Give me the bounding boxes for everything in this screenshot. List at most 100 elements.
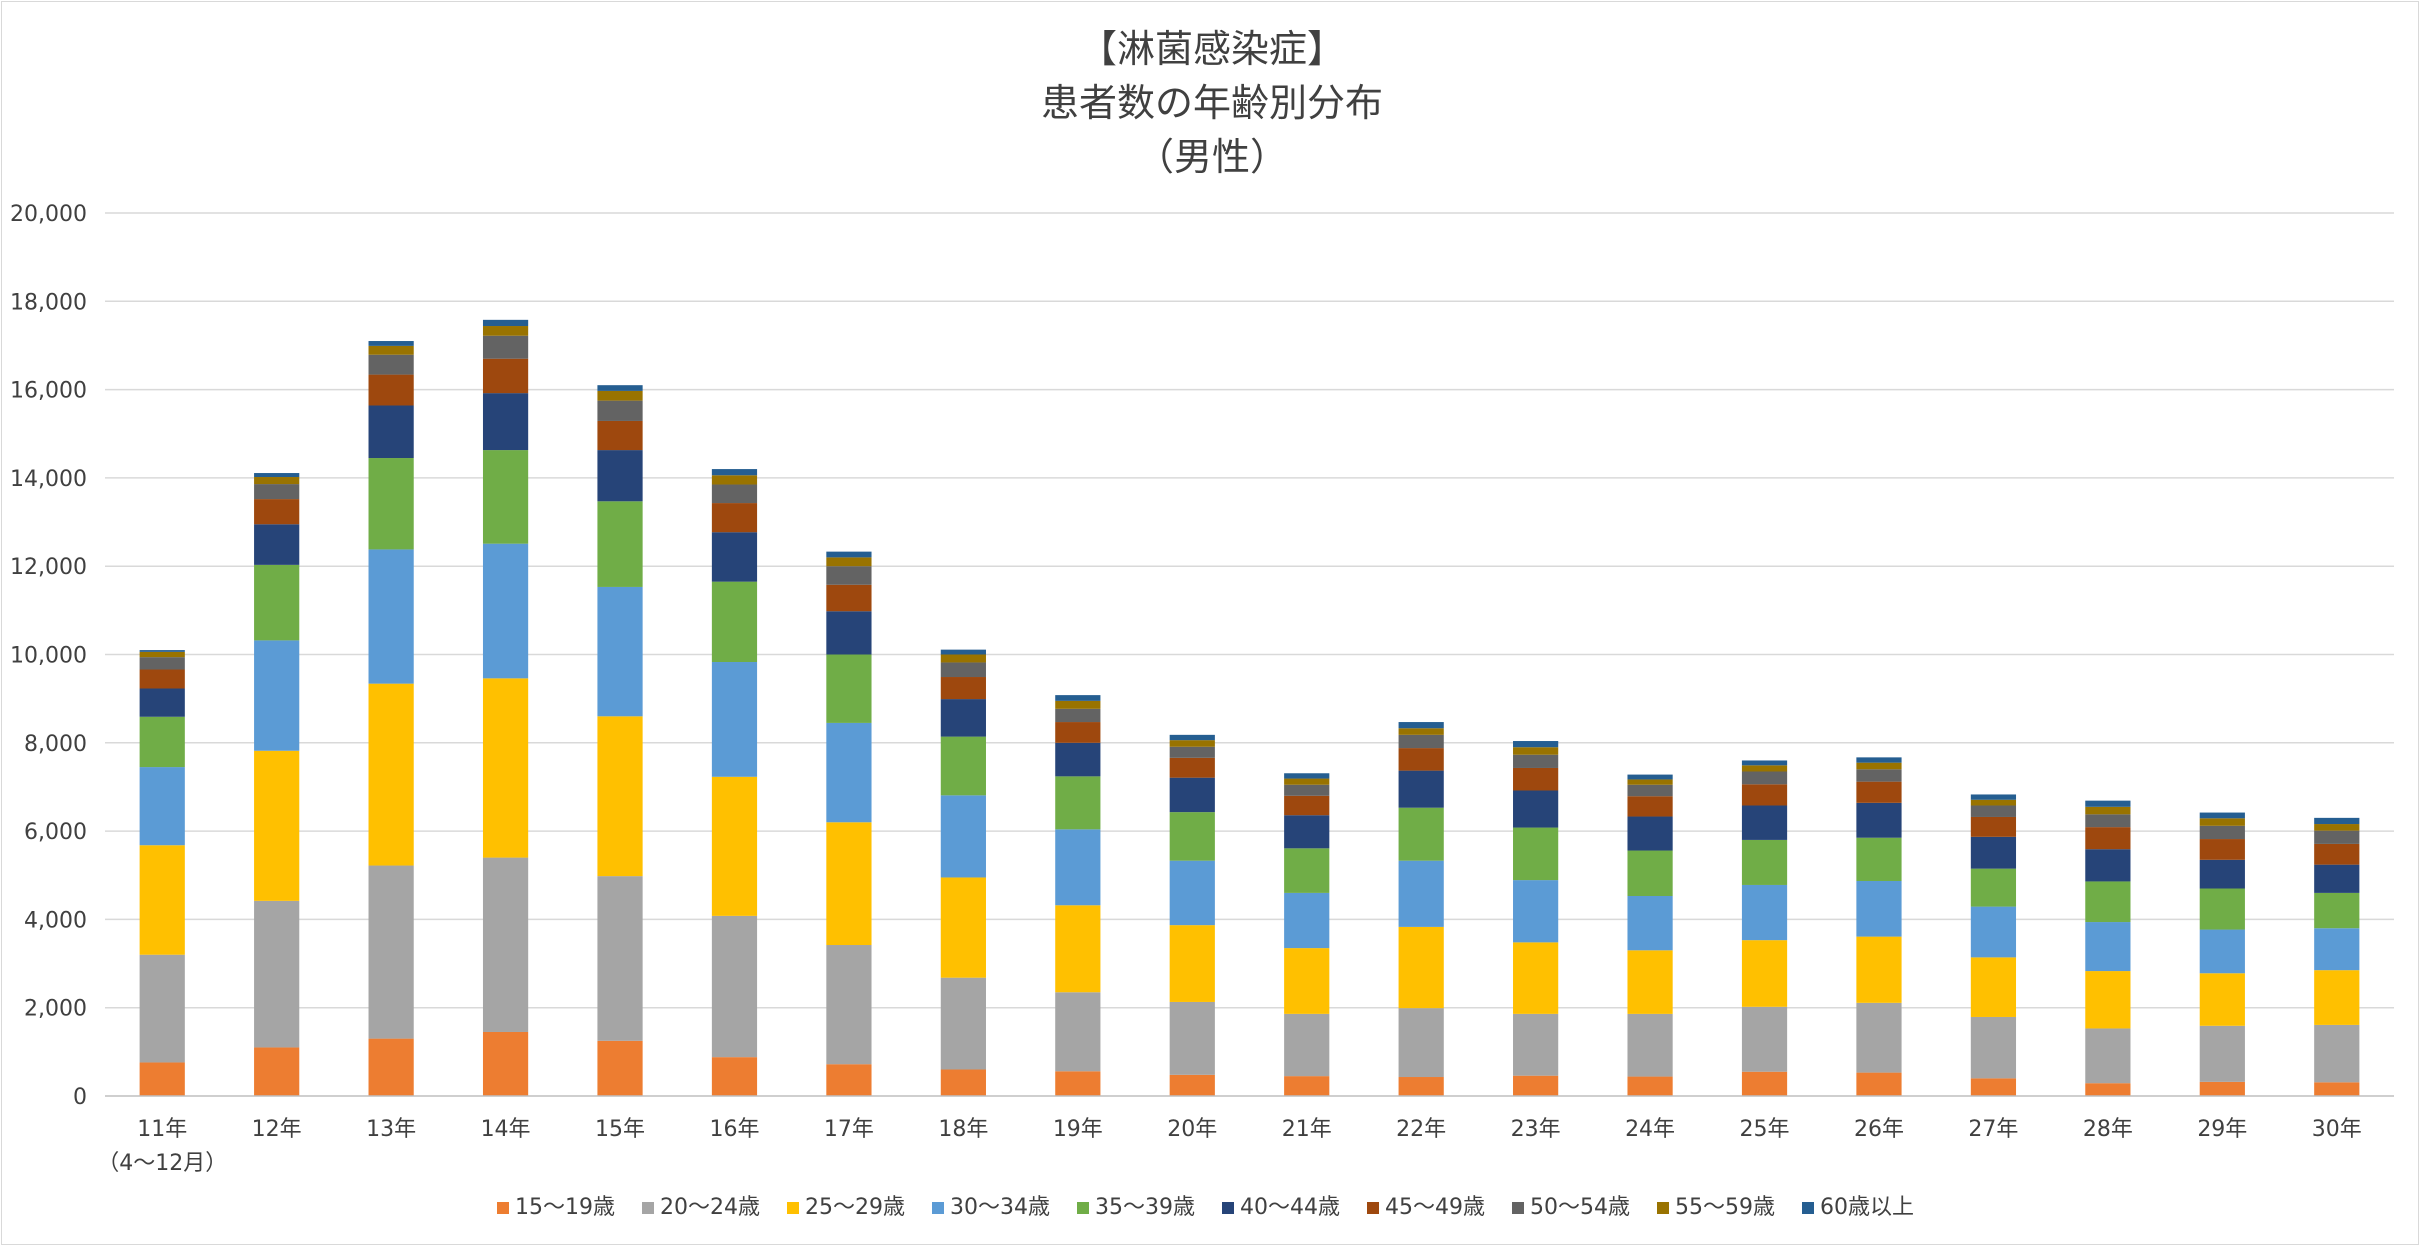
y-tick-label: 0 — [73, 1085, 87, 1110]
legend: 15～19歳 20～24歳 25～29歳 30～34歳 35～39歳 40～44歳 45～4… — [497, 1195, 1914, 1220]
x-tick-label: 23年 — [1511, 1117, 1561, 1142]
bar-segment — [2085, 1028, 2131, 1084]
bar-segment — [826, 551, 872, 558]
bar-segment — [1627, 1013, 1673, 1077]
x-tick-label: 24年 — [1625, 1117, 1675, 1142]
bar-segment — [1970, 805, 2017, 817]
bar-segment — [1055, 829, 1101, 906]
bar-segment — [2085, 1083, 2131, 1096]
bar-segment — [254, 750, 300, 901]
legend-swatch — [932, 1202, 944, 1214]
y-tick-label: 10,000 — [10, 644, 87, 669]
bar-segment — [2199, 839, 2245, 860]
bar-segment — [1856, 802, 1902, 838]
bar-segment — [1398, 770, 1444, 808]
x-tick-label: 28年 — [2083, 1117, 2133, 1142]
bar-segment — [2199, 859, 2245, 889]
bar-segment — [1513, 1075, 1559, 1096]
bar-segment — [2314, 892, 2360, 929]
y-tick-label: 4,000 — [24, 908, 87, 933]
bar-segment — [1970, 868, 2017, 907]
bar-segment — [1055, 905, 1101, 993]
bar-segment — [139, 651, 185, 658]
x-tick-label: 16年 — [709, 1117, 759, 1142]
bar-segment — [1970, 836, 2017, 869]
bar-segment — [1398, 728, 1444, 735]
bar-segment — [1513, 754, 1559, 768]
bar-segment — [1741, 771, 1788, 785]
bar-segment — [940, 1069, 986, 1096]
bar-segment — [482, 319, 529, 327]
legend-swatch — [1077, 1202, 1089, 1214]
bar-segment — [597, 420, 643, 451]
bar-segment — [1513, 747, 1559, 755]
bar-segment — [2199, 888, 2245, 930]
bar-segment — [482, 450, 529, 544]
bar-segment — [1284, 773, 1330, 779]
chart-title-line-1: 【淋菌感染症】 — [1079, 27, 1345, 71]
x-tick-label: 19年 — [1053, 1117, 1103, 1142]
bar-segment — [1970, 799, 2017, 806]
bar-segment — [139, 954, 185, 1063]
bar-segment — [940, 877, 986, 978]
y-tick-label: 12,000 — [10, 555, 87, 580]
bar-segment — [940, 677, 986, 700]
bar-segment — [940, 662, 986, 678]
bar-segment — [940, 977, 986, 1070]
legend-swatch — [1802, 1202, 1814, 1214]
bar-segment — [139, 688, 185, 717]
bar-segment — [2314, 1082, 2360, 1096]
bar-segment — [368, 1038, 414, 1096]
x-tick-label: 14年 — [481, 1117, 531, 1142]
bar-segment — [1398, 1008, 1444, 1078]
x-tick-label: 25年 — [1740, 1117, 1790, 1142]
bar-segment — [1627, 774, 1673, 780]
bar-segment — [1627, 784, 1673, 797]
legend-label: 55～59歳 — [1675, 1195, 1775, 1220]
bar-segment — [482, 393, 529, 451]
y-tick-label: 2,000 — [24, 997, 87, 1022]
bar-segment — [2085, 881, 2131, 923]
x-tick-label: 12年 — [252, 1117, 302, 1142]
bar-segment — [368, 549, 414, 684]
bar-segment — [1856, 936, 1902, 1003]
bar-segment — [139, 669, 185, 689]
bar-segment — [2314, 970, 2360, 1025]
bar-segment — [1398, 722, 1444, 729]
bar-segment — [254, 473, 300, 478]
chart-title: 【淋菌感染症】 患者数の年齢別分布 （男性） — [1041, 27, 1383, 179]
x-tick-label: 13年 — [366, 1117, 416, 1142]
bar-segment — [940, 654, 986, 663]
bar-segment — [1169, 746, 1215, 758]
bar-segment — [1284, 778, 1330, 785]
bar-segment — [1169, 1074, 1215, 1096]
bar-segment — [2085, 971, 2131, 1029]
y-tick-label: 20,000 — [10, 202, 87, 227]
bar-segment — [597, 716, 643, 877]
legend-swatch — [1222, 1202, 1234, 1214]
bar-segment — [139, 716, 185, 768]
y-tick-label: 6,000 — [24, 820, 87, 845]
legend-label: 30～34歳 — [950, 1195, 1050, 1220]
legend-swatch — [1657, 1202, 1669, 1214]
bar-segment — [2314, 824, 2360, 831]
bar-segment — [254, 564, 300, 641]
x-tick-label: 17年 — [824, 1117, 874, 1142]
bar-segment — [1856, 757, 1902, 763]
bar-segment — [1627, 1076, 1673, 1096]
y-tick-label: 16,000 — [10, 379, 87, 404]
bar-segment — [1741, 940, 1788, 1007]
bar-segment — [1970, 816, 2017, 837]
bar-segment — [1513, 942, 1559, 1014]
bar-segment — [940, 736, 986, 796]
chart-title-line-2: 患者数の年齢別分布 — [1041, 81, 1383, 125]
bar-segment — [254, 524, 300, 565]
bar-segment — [940, 795, 986, 878]
bar-segment — [1055, 700, 1101, 709]
bar-segment — [2085, 814, 2131, 828]
bar-segment — [826, 566, 872, 585]
bar-segment — [711, 503, 758, 533]
bar-segment — [1055, 1071, 1101, 1096]
bar-segment — [368, 683, 414, 866]
bar-segment — [826, 584, 872, 612]
